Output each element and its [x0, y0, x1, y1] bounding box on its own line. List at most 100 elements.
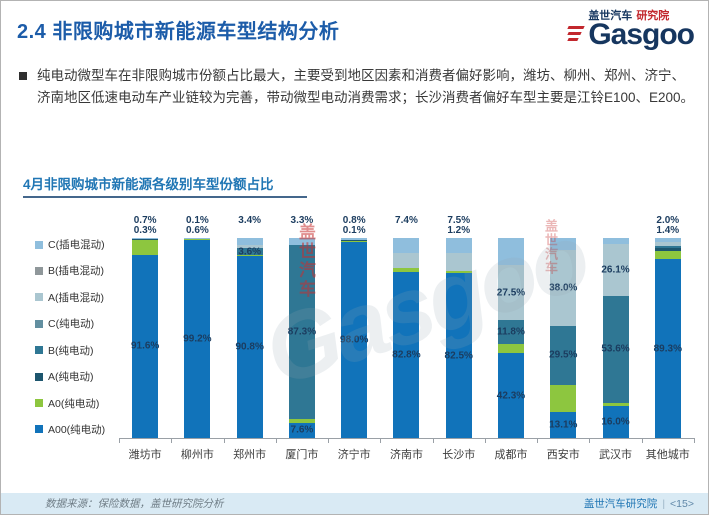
bar-value-label: 90.8%: [235, 341, 264, 353]
x-axis-label: 其他城市: [645, 449, 690, 461]
bar-value-label: 82.5%: [444, 350, 473, 361]
x-axis-label: 长沙市: [442, 449, 476, 461]
stacked-bar-西安市: 38.0% 29.5% 13.1%: [549, 238, 578, 438]
legend-swatch-icon: [35, 240, 43, 249]
logo-cn-label: 盖世汽车: [588, 10, 633, 22]
bullet-text: 纯电动微型车在非限购城市份额占比最大，主要受到地区因素和消费者偏好影响，潍坊、柳…: [37, 68, 695, 105]
bar-value-label: 98.0%: [340, 334, 369, 346]
chart-title-rule: [23, 196, 307, 198]
axis-tick: [537, 438, 539, 443]
axis-tick: [589, 438, 591, 443]
bar-segment: [288, 238, 315, 245]
bar-value-label: 87.3%: [287, 326, 317, 338]
stacked-bar-成都市: 27.5% 11.8% 42.3%: [496, 238, 526, 438]
bar-value-label: 29.5%: [549, 349, 578, 361]
bar-segment: [550, 411, 577, 438]
stacked-bar-济宁市: 0.8% 0.1% 98.0%: [340, 215, 369, 438]
chart-plot: 0.7% 0.3% 91.6% 0.1% 0.6% 99.2% 3.4% 3.6% 90.8% 3…: [119, 215, 695, 462]
chart-title: 4月非限购城市新能源各级别车型份额占比: [23, 177, 274, 192]
bar-segment: [445, 270, 472, 273]
footer-bar: 数据来源：保险数据，盖世研究院分析 盖世汽车研究院 | <15>: [1, 493, 708, 514]
stacked-bar-济南市: 7.4% 82.8%: [392, 215, 421, 438]
legend-item: A(插电混动): [35, 290, 105, 305]
bar-segment: [550, 325, 577, 385]
bar-value-label: 7.5%: [447, 215, 471, 226]
stacked-bar-郑州市: 3.4% 3.6% 90.8%: [235, 215, 264, 438]
x-axis-label: 西安市: [546, 449, 580, 461]
bar-segment: [602, 295, 629, 403]
bar-slot: 7.4% 82.8%: [380, 215, 432, 438]
stacked-bar-其他城市: 2.0% 1.4% 89.3%: [654, 215, 682, 438]
x-axis-label: 济南市: [389, 449, 423, 461]
legend-label: B(纯电动): [48, 344, 94, 357]
bar-segment: [445, 238, 472, 253]
bar-slot: 0.1% 0.6% 99.2%: [171, 215, 223, 438]
bar-value-label: 0.3%: [133, 225, 157, 236]
bar-slot: 3.4% 3.6% 90.8%: [224, 215, 276, 438]
legend-swatch-icon: [35, 372, 43, 381]
bar-value-label: 11.8%: [497, 326, 525, 338]
axis-tick: [484, 438, 486, 443]
bar-segment: [236, 256, 263, 438]
bar-segment: [236, 255, 263, 257]
bar-value-label: 0.1%: [185, 215, 209, 226]
legend-label: A00(纯电动): [48, 423, 106, 436]
legend-label: B(插电混动): [48, 265, 104, 278]
axis-tick: [641, 438, 643, 443]
bar-slot: 26.1% 53.6% 16.0%: [589, 238, 641, 438]
axis-tick: [432, 438, 434, 443]
stacked-bar-柳州市: 0.1% 0.6% 99.2%: [183, 215, 212, 438]
legend-swatch-icon: [35, 346, 43, 355]
stacked-bar-厦门市: 3.3% 87.3% 7.6%: [287, 215, 317, 438]
bar-value-label: 2.0%: [656, 215, 680, 226]
legend-label: A(插电混动): [48, 291, 104, 304]
bar-segment: [497, 353, 524, 438]
bar-segment: [654, 250, 681, 260]
bar-value-label: 0.7%: [133, 215, 157, 226]
footer-divider: |: [662, 497, 666, 510]
legend-swatch-icon: [35, 319, 43, 328]
bar-segment: [445, 273, 472, 438]
axis-tick: [171, 438, 173, 443]
legend-swatch-icon: [35, 266, 43, 275]
page-number: <15>: [670, 497, 694, 510]
bar-segment: [654, 248, 681, 251]
bar-segment: [288, 419, 315, 423]
footer-brand: 盖世汽车研究院 | <15>: [584, 496, 694, 511]
bar-value-label: 13.1%: [549, 419, 578, 431]
legend-item: A(纯电动): [35, 369, 105, 384]
legend-item: B(插电混动): [35, 263, 105, 278]
bar-value-label: 82.8%: [392, 349, 421, 361]
summary-bullet: 纯电动微型车在非限购城市份额占比最大，主要受到地区因素和消费者偏好影响，潍坊、柳…: [19, 65, 695, 108]
bar-segment: [550, 249, 577, 326]
bar-segment: [602, 406, 629, 438]
legend-item: C(纯电动): [35, 316, 105, 331]
bar-value-label: 7.4%: [395, 215, 418, 226]
chart-legend: C(插电混动) B(插电混动) A(插电混动) C(纯电动) B(纯电动) A(纯电动) A…: [35, 237, 105, 437]
x-axis-label: 潍坊市: [128, 449, 162, 461]
x-axis-label: 柳州市: [180, 449, 214, 461]
bar-segment: [497, 343, 524, 354]
bar-value-label: 53.6%: [601, 343, 630, 355]
bar-segment: [184, 238, 211, 240]
axis-tick: [223, 438, 225, 443]
bar-segment: [132, 254, 159, 438]
legend-item: B(纯电动): [35, 343, 105, 358]
bar-value-label: 3.6%: [238, 246, 262, 258]
bar-value-label: 99.2%: [183, 333, 212, 345]
bar-value-label: 26.1%: [601, 264, 630, 276]
data-source-note: 数据来源：保险数据，盖世研究院分析: [45, 498, 224, 510]
bar-segment: [132, 239, 159, 240]
chart-x-axis-labels: 潍坊市 柳州市 郑州市 厦门市 济宁市 济南市 长沙市 成都市 西安市 武汉市 其他城市: [119, 446, 694, 462]
bullet-square-icon: [19, 72, 27, 80]
bar-segment: [654, 246, 681, 248]
legend-item: A0(纯电动): [35, 396, 105, 411]
bar-value-label: 91.6%: [130, 340, 160, 352]
bar-slot: 0.7% 0.3% 91.6%: [119, 215, 171, 438]
stacked-bar-潍坊市: 0.7% 0.3% 91.6%: [130, 215, 160, 438]
bar-value-label: 42.3%: [496, 390, 526, 402]
chart-bars-area: 0.7% 0.3% 91.6% 0.1% 0.6% 99.2% 3.4% 3.6% 90.8% 3…: [119, 215, 695, 443]
bar-segment: [550, 238, 577, 250]
x-axis-label: 厦门市: [285, 449, 319, 461]
